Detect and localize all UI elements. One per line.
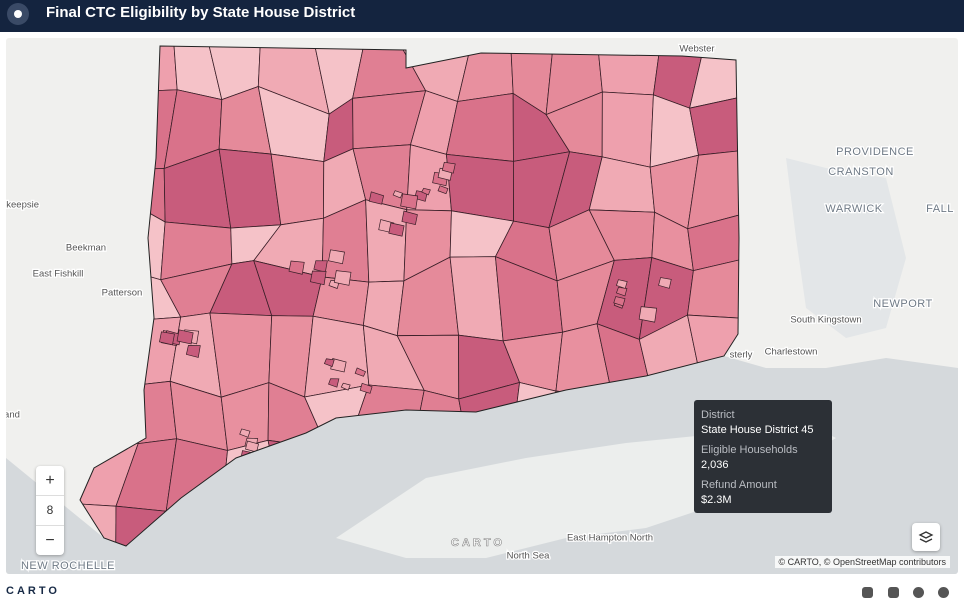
district bbox=[441, 161, 456, 174]
district bbox=[185, 345, 201, 358]
district bbox=[328, 378, 340, 388]
place-label: Webster bbox=[679, 44, 714, 55]
district bbox=[368, 191, 385, 205]
narragansett-bay bbox=[786, 158, 906, 338]
attribution: © CARTO, © OpenStreetMap contributors bbox=[774, 556, 950, 568]
place-label: Charlestown bbox=[765, 347, 818, 358]
district bbox=[328, 249, 345, 265]
tooltip-label: Eligible Households bbox=[701, 444, 798, 456]
district bbox=[323, 358, 335, 368]
tooltip-label: Refund Amount bbox=[701, 479, 777, 491]
place-label: NEW ROCHELLE bbox=[21, 560, 115, 572]
district bbox=[401, 210, 418, 225]
place-label: Patterson bbox=[102, 288, 143, 299]
app-icon bbox=[7, 3, 29, 25]
place-label: nkeepsie bbox=[6, 200, 39, 211]
district bbox=[687, 257, 739, 320]
district bbox=[421, 187, 431, 196]
tooltip-value: $2.3M bbox=[701, 494, 732, 506]
tooltip-value: 2,036 bbox=[701, 459, 729, 471]
district bbox=[159, 331, 175, 346]
district bbox=[392, 190, 403, 199]
district bbox=[239, 428, 251, 438]
header: Final CTC Eligibility by State House Dis… bbox=[0, 0, 964, 32]
district bbox=[176, 329, 194, 345]
layers-button[interactable] bbox=[912, 523, 940, 551]
place-label: rtland bbox=[6, 410, 20, 421]
district bbox=[354, 367, 366, 377]
place-label: sterly bbox=[730, 350, 753, 361]
place-label: North Sea bbox=[507, 551, 550, 562]
place-label: Beekman bbox=[66, 243, 106, 254]
district bbox=[445, 153, 514, 222]
district bbox=[689, 95, 739, 156]
place-label: NEWPORT bbox=[873, 298, 933, 310]
map[interactable]: Webster PROVIDENCE CRANSTON WARWICK FALL nkee… bbox=[6, 38, 958, 574]
district bbox=[333, 270, 352, 286]
zoom-level: 8 bbox=[36, 496, 64, 526]
district bbox=[601, 91, 654, 168]
district bbox=[615, 279, 628, 289]
place-label: East Fishkill bbox=[33, 269, 84, 280]
tooltip-value: State House District 45 bbox=[701, 424, 814, 436]
district bbox=[687, 212, 739, 272]
district bbox=[400, 193, 419, 210]
linkedin-icon[interactable] bbox=[888, 587, 899, 598]
twitter-icon[interactable] bbox=[862, 587, 873, 598]
district bbox=[310, 270, 327, 286]
district bbox=[288, 260, 305, 275]
zoom-control: + 8 − bbox=[36, 466, 64, 555]
place-label: PROVIDENCE bbox=[836, 146, 914, 158]
zoom-in[interactable]: + bbox=[36, 466, 64, 496]
tooltip: District State House District 45 Eligible … bbox=[694, 400, 832, 513]
facebook-icon[interactable] bbox=[913, 587, 924, 598]
tooltip-label: District bbox=[701, 409, 735, 421]
district bbox=[687, 149, 739, 230]
place-labels: Webster PROVIDENCE CRANSTON WARWICK FALL nkee… bbox=[6, 42, 955, 573]
district bbox=[613, 296, 626, 307]
link-icon[interactable] bbox=[938, 587, 949, 598]
place-label: WARWICK bbox=[825, 203, 882, 215]
place-label: CRANSTON bbox=[828, 166, 894, 178]
district bbox=[658, 277, 672, 289]
district bbox=[340, 382, 351, 391]
district bbox=[437, 185, 449, 195]
place-label: FALL bbox=[926, 203, 954, 215]
district bbox=[359, 382, 373, 394]
carto-logo: CARTO bbox=[6, 585, 60, 597]
district bbox=[388, 222, 405, 237]
place-label: East Hampton North bbox=[567, 533, 653, 544]
district bbox=[270, 153, 325, 226]
title: Final CTC Eligibility by State House Dis… bbox=[46, 4, 356, 21]
footer: CARTO bbox=[0, 578, 964, 600]
district bbox=[449, 256, 504, 342]
place-label: South Kingstown bbox=[790, 315, 861, 326]
district bbox=[365, 199, 408, 283]
carto-watermark: CARTO bbox=[451, 537, 505, 549]
zoom-out[interactable]: − bbox=[45, 532, 55, 549]
district bbox=[638, 306, 658, 323]
